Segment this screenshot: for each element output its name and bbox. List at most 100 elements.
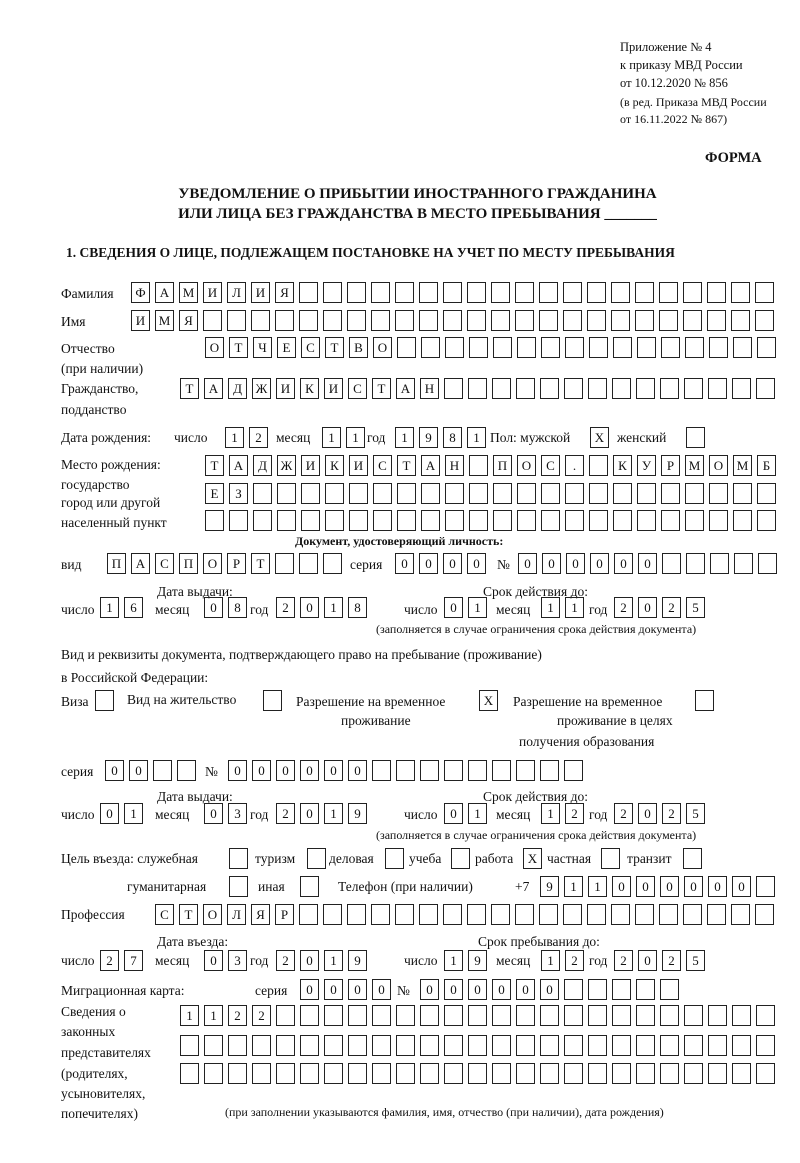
char-cell[interactable]: 5 — [686, 597, 705, 618]
char-cell[interactable] — [300, 1035, 319, 1056]
char-cell[interactable] — [228, 1063, 247, 1084]
char-cell[interactable] — [589, 455, 608, 476]
char-cell[interactable] — [227, 310, 246, 331]
char-cell[interactable] — [396, 1063, 415, 1084]
char-cell[interactable]: 0 — [443, 553, 462, 574]
char-cell[interactable] — [611, 310, 630, 331]
char-cell[interactable]: 0 — [204, 597, 223, 618]
char-cell[interactable] — [612, 1035, 631, 1056]
char-cell[interactable] — [468, 1005, 487, 1026]
char-cell[interactable] — [539, 282, 558, 303]
char-cell[interactable] — [540, 378, 559, 399]
char-cell[interactable] — [758, 553, 777, 574]
char-cell[interactable] — [301, 510, 320, 531]
char-cell[interactable]: 0 — [348, 979, 367, 1000]
char-cell[interactable]: 0 — [419, 553, 438, 574]
char-cell[interactable] — [228, 1035, 247, 1056]
char-cell[interactable]: 2 — [565, 950, 584, 971]
char-cell[interactable] — [467, 282, 486, 303]
char-cell[interactable] — [371, 310, 390, 331]
char-cell[interactable] — [372, 760, 391, 781]
char-cell[interactable] — [348, 1035, 367, 1056]
char-cell[interactable]: 1 — [346, 427, 365, 448]
char-cell[interactable] — [443, 904, 462, 925]
char-cell[interactable] — [684, 1035, 703, 1056]
checkbox[interactable] — [95, 690, 114, 711]
char-cell[interactable]: 2 — [276, 597, 295, 618]
char-cell[interactable] — [323, 282, 342, 303]
char-cell[interactable] — [588, 1005, 607, 1026]
char-cell[interactable]: 2 — [662, 803, 681, 824]
char-cell[interactable] — [229, 510, 248, 531]
char-cell[interactable] — [299, 282, 318, 303]
char-cell[interactable] — [421, 483, 440, 504]
char-cell[interactable] — [541, 483, 560, 504]
char-cell[interactable]: Т — [325, 337, 344, 358]
char-cell[interactable]: О — [203, 553, 222, 574]
char-cell[interactable] — [517, 510, 536, 531]
char-cell[interactable]: А — [131, 553, 150, 574]
char-cell[interactable]: 9 — [540, 876, 559, 897]
checkbox[interactable] — [307, 848, 326, 869]
char-cell[interactable] — [347, 310, 366, 331]
char-cell[interactable] — [517, 337, 536, 358]
char-cell[interactable]: К — [613, 455, 632, 476]
char-cell[interactable]: 0 — [105, 760, 124, 781]
char-cell[interactable]: 1 — [565, 597, 584, 618]
char-cell[interactable]: 0 — [518, 553, 537, 574]
char-cell[interactable] — [613, 483, 632, 504]
char-cell[interactable] — [180, 1035, 199, 1056]
char-cell[interactable] — [587, 282, 606, 303]
char-cell[interactable]: 0 — [100, 803, 119, 824]
char-cell[interactable] — [683, 282, 702, 303]
char-cell[interactable] — [589, 337, 608, 358]
char-cell[interactable]: 1 — [541, 950, 560, 971]
char-cell[interactable]: 0 — [732, 876, 751, 897]
char-cell[interactable]: Д — [253, 455, 272, 476]
char-cell[interactable]: 0 — [566, 553, 585, 574]
char-cell[interactable] — [540, 1063, 559, 1084]
char-cell[interactable]: 2 — [565, 803, 584, 824]
char-cell[interactable] — [371, 904, 390, 925]
char-cell[interactable]: 0 — [542, 553, 561, 574]
char-cell[interactable] — [372, 1005, 391, 1026]
char-cell[interactable]: О — [709, 455, 728, 476]
char-cell[interactable]: . — [565, 455, 584, 476]
char-cell[interactable]: 8 — [443, 427, 462, 448]
char-cell[interactable] — [637, 337, 656, 358]
char-cell[interactable] — [252, 1063, 271, 1084]
char-cell[interactable]: 9 — [468, 950, 487, 971]
char-cell[interactable] — [252, 1035, 271, 1056]
char-cell[interactable] — [420, 1005, 439, 1026]
char-cell[interactable] — [491, 282, 510, 303]
char-cell[interactable]: 0 — [372, 979, 391, 1000]
char-cell[interactable] — [611, 282, 630, 303]
char-cell[interactable]: 1 — [541, 597, 560, 618]
char-cell[interactable]: 0 — [444, 979, 463, 1000]
char-cell[interactable] — [492, 1005, 511, 1026]
char-cell[interactable]: Р — [227, 553, 246, 574]
char-cell[interactable] — [611, 904, 630, 925]
char-cell[interactable] — [757, 337, 776, 358]
char-cell[interactable] — [755, 904, 774, 925]
char-cell[interactable] — [636, 979, 655, 1000]
char-cell[interactable]: 0 — [204, 950, 223, 971]
char-cell[interactable] — [372, 1035, 391, 1056]
char-cell[interactable]: Т — [397, 455, 416, 476]
char-cell[interactable]: Д — [228, 378, 247, 399]
char-cell[interactable] — [445, 483, 464, 504]
char-cell[interactable]: М — [155, 310, 174, 331]
char-cell[interactable] — [324, 1035, 343, 1056]
char-cell[interactable] — [492, 378, 511, 399]
char-cell[interactable] — [589, 483, 608, 504]
char-cell[interactable] — [493, 337, 512, 358]
char-cell[interactable]: П — [493, 455, 512, 476]
char-cell[interactable] — [612, 979, 631, 1000]
char-cell[interactable] — [685, 483, 704, 504]
char-cell[interactable]: 1 — [468, 597, 487, 618]
char-cell[interactable] — [731, 310, 750, 331]
char-cell[interactable] — [395, 904, 414, 925]
char-cell[interactable]: 1 — [395, 427, 414, 448]
char-cell[interactable] — [468, 1035, 487, 1056]
char-cell[interactable] — [731, 904, 750, 925]
